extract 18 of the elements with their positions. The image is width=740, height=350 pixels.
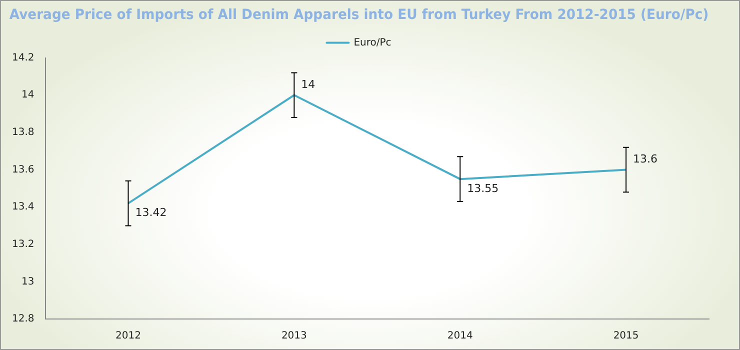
y-tick-label: 13 (22, 276, 34, 288)
data-label: 13.55 (467, 182, 499, 195)
x-tick-label: 2012 (116, 330, 141, 342)
x-tick-label: 2013 (281, 330, 307, 342)
y-tick-label: 13.2 (12, 238, 34, 250)
data-label: 13.42 (135, 206, 167, 220)
y-tick-label: 13.8 (12, 127, 34, 138)
chart-title: Average Price of Imports of All Denim Apparels into EU from Turkey From 2012-2015 (Euro/Pc) (9, 6, 709, 24)
y-tick-label: 12.8 (12, 314, 34, 325)
legend-label: Euro/Pc (354, 37, 392, 48)
x-tick-label: 2014 (447, 330, 473, 342)
y-tick-label: 14 (22, 90, 34, 101)
x-tick-label: 2015 (613, 330, 639, 342)
y-tick-label: 13.4 (12, 202, 34, 213)
y-tick-label: 14.2 (12, 52, 34, 64)
data-label: 14 (301, 78, 316, 91)
data-label: 13.6 (633, 152, 658, 166)
y-tick-label: 13.6 (12, 164, 34, 176)
